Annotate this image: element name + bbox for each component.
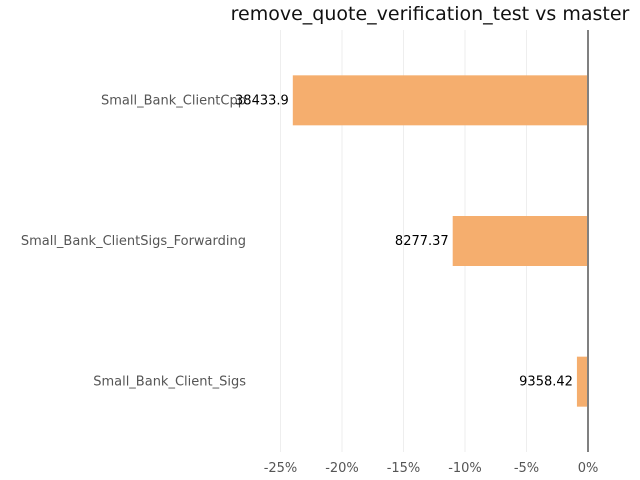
bar xyxy=(452,216,588,266)
bar xyxy=(576,356,588,407)
data-label: 9358.42 xyxy=(519,375,573,390)
x-tick-label: 0% xyxy=(578,461,599,476)
chart-title: remove_quote_verification_test vs master xyxy=(231,3,630,25)
x-axis: -25% -20% -15% -10% -5% 0% xyxy=(264,461,599,476)
data-label: 38433.9 xyxy=(235,93,289,108)
x-tick-label: -5% xyxy=(514,461,539,476)
category-label: Small_Bank_Client_Sigs xyxy=(93,375,246,390)
x-tick-label: -25% xyxy=(264,461,298,476)
x-tick-label: -20% xyxy=(325,461,359,476)
x-tick-label: -15% xyxy=(387,461,421,476)
category-label: Small_Bank_ClientCpp xyxy=(101,93,246,108)
x-tick-label: -10% xyxy=(448,461,482,476)
bars xyxy=(292,75,588,407)
data-label: 8277.37 xyxy=(395,234,449,249)
category-label: Small_Bank_ClientSigs_Forwarding xyxy=(21,234,246,249)
bar xyxy=(292,75,588,126)
